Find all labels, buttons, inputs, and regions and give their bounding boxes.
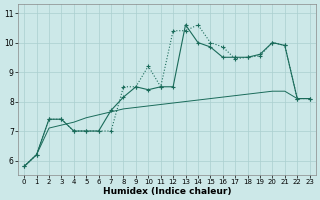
X-axis label: Humidex (Indice chaleur): Humidex (Indice chaleur) bbox=[103, 187, 231, 196]
